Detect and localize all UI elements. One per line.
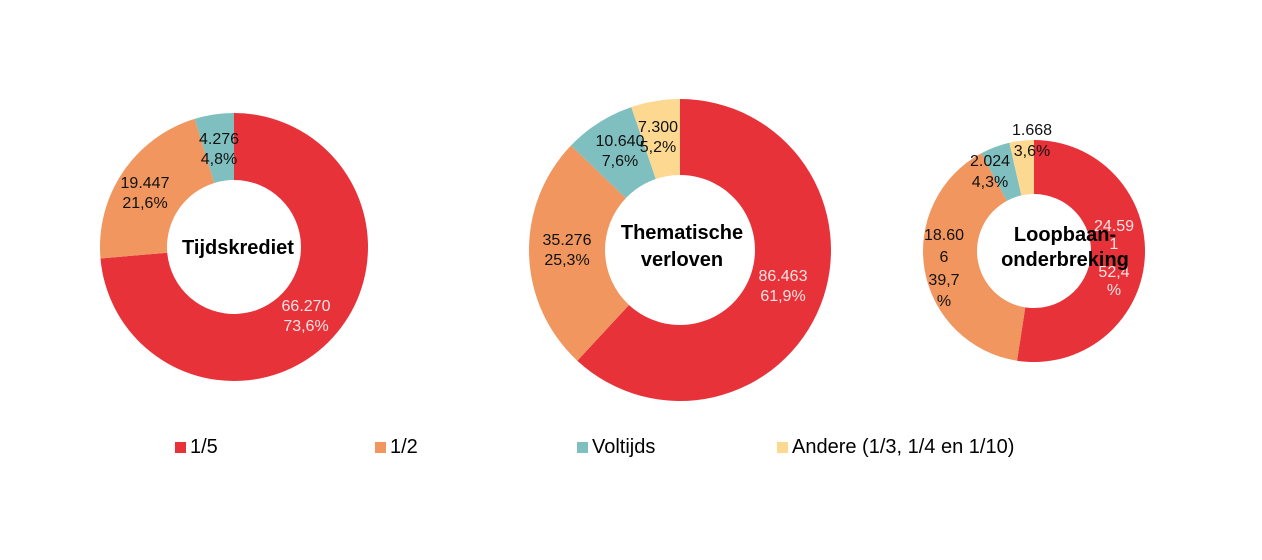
label-pct: 4,8% [201,151,237,168]
chart-title: Tijdskrediet [182,237,294,259]
label-pct-2: % [937,293,951,310]
label-value: 10.640 [596,133,645,150]
legend-label: 1/5 [190,436,218,458]
legend-item-voltijds: Voltijds [577,436,655,459]
label-value: 19.447 [121,175,170,192]
label-pct: 73,6% [283,318,328,335]
label-pct: 21,6% [122,195,167,212]
donut-tijdskrediet: 66.270 73,6% 19.447 21,6% 4.276 4,8% Tij… [100,113,369,381]
label-pct-2: % [1107,282,1121,299]
label-value: 4.276 [199,131,239,148]
slice-andere [1009,140,1034,196]
legend-label: Voltijds [592,436,656,458]
legend-swatch-icon [375,442,386,453]
slice-voltijds [981,142,1022,201]
legend-swatch-icon [777,442,788,453]
donut-thematische-verloven: 86.463 61,9% 35.276 25,3% 10.640 7,6% 7.… [529,99,831,401]
label-pct: 3,6% [1014,143,1050,160]
label-pct-1: 52,4 [1098,264,1129,281]
label-pct: 5,2% [640,139,676,156]
legend-item-1-5: 1/5 [175,436,218,459]
chart-title-line-2: verloven [641,249,723,271]
label-value: 1.668 [1012,122,1052,139]
donut-loopbaanonderbreking: 24.59 1 52,4 % 18.60 6 39,7 % 2.024 4,3%… [922,122,1146,363]
legend-label: 1/2 [390,436,418,458]
legend-swatch-icon [175,442,186,453]
label-pct: 25,3% [544,252,589,269]
label-pct: 7,6% [602,153,638,170]
slice-voltijds [570,107,656,199]
slice-voltijds [194,113,234,183]
slice-andere [631,99,680,180]
slice-1-5 [100,113,369,381]
label-value-1: 24.59 [1094,218,1134,235]
label-pct: 61,9% [760,288,805,305]
label-value: 2.024 [970,153,1010,170]
slice-1-5 [577,99,831,401]
chart-title-line-2: onderbreking [1001,249,1129,271]
label-value-2: 1 [1110,236,1119,253]
legend-item-1-2: 1/2 [375,436,418,459]
legend: 1/5 1/2 Voltijds Andere (1/3, 1/4 en 1/1… [0,436,1262,466]
label-value: 66.270 [282,298,331,315]
slice-1-2 [922,153,1026,361]
label-pct: 4,3% [972,174,1008,191]
label-pct-1: 39,7 [928,272,959,289]
slice-1-2 [529,145,629,361]
label-value: 35.276 [543,232,592,249]
legend-swatch-icon [577,442,588,453]
slice-1-2 [100,118,215,259]
label-value-1: 18.60 [924,227,964,244]
slice-1-5 [1017,140,1146,363]
legend-label: Andere (1/3, 1/4 en 1/10) [792,436,1015,458]
legend-item-andere: Andere (1/3, 1/4 en 1/10) [777,436,1014,459]
label-value: 86.463 [759,268,808,285]
label-value-2: 6 [940,249,949,266]
chart-title-line-1: Loopbaan- [1014,224,1116,246]
label-value: 7.300 [638,119,678,136]
chart-title-line-1: Thematische [621,222,743,244]
